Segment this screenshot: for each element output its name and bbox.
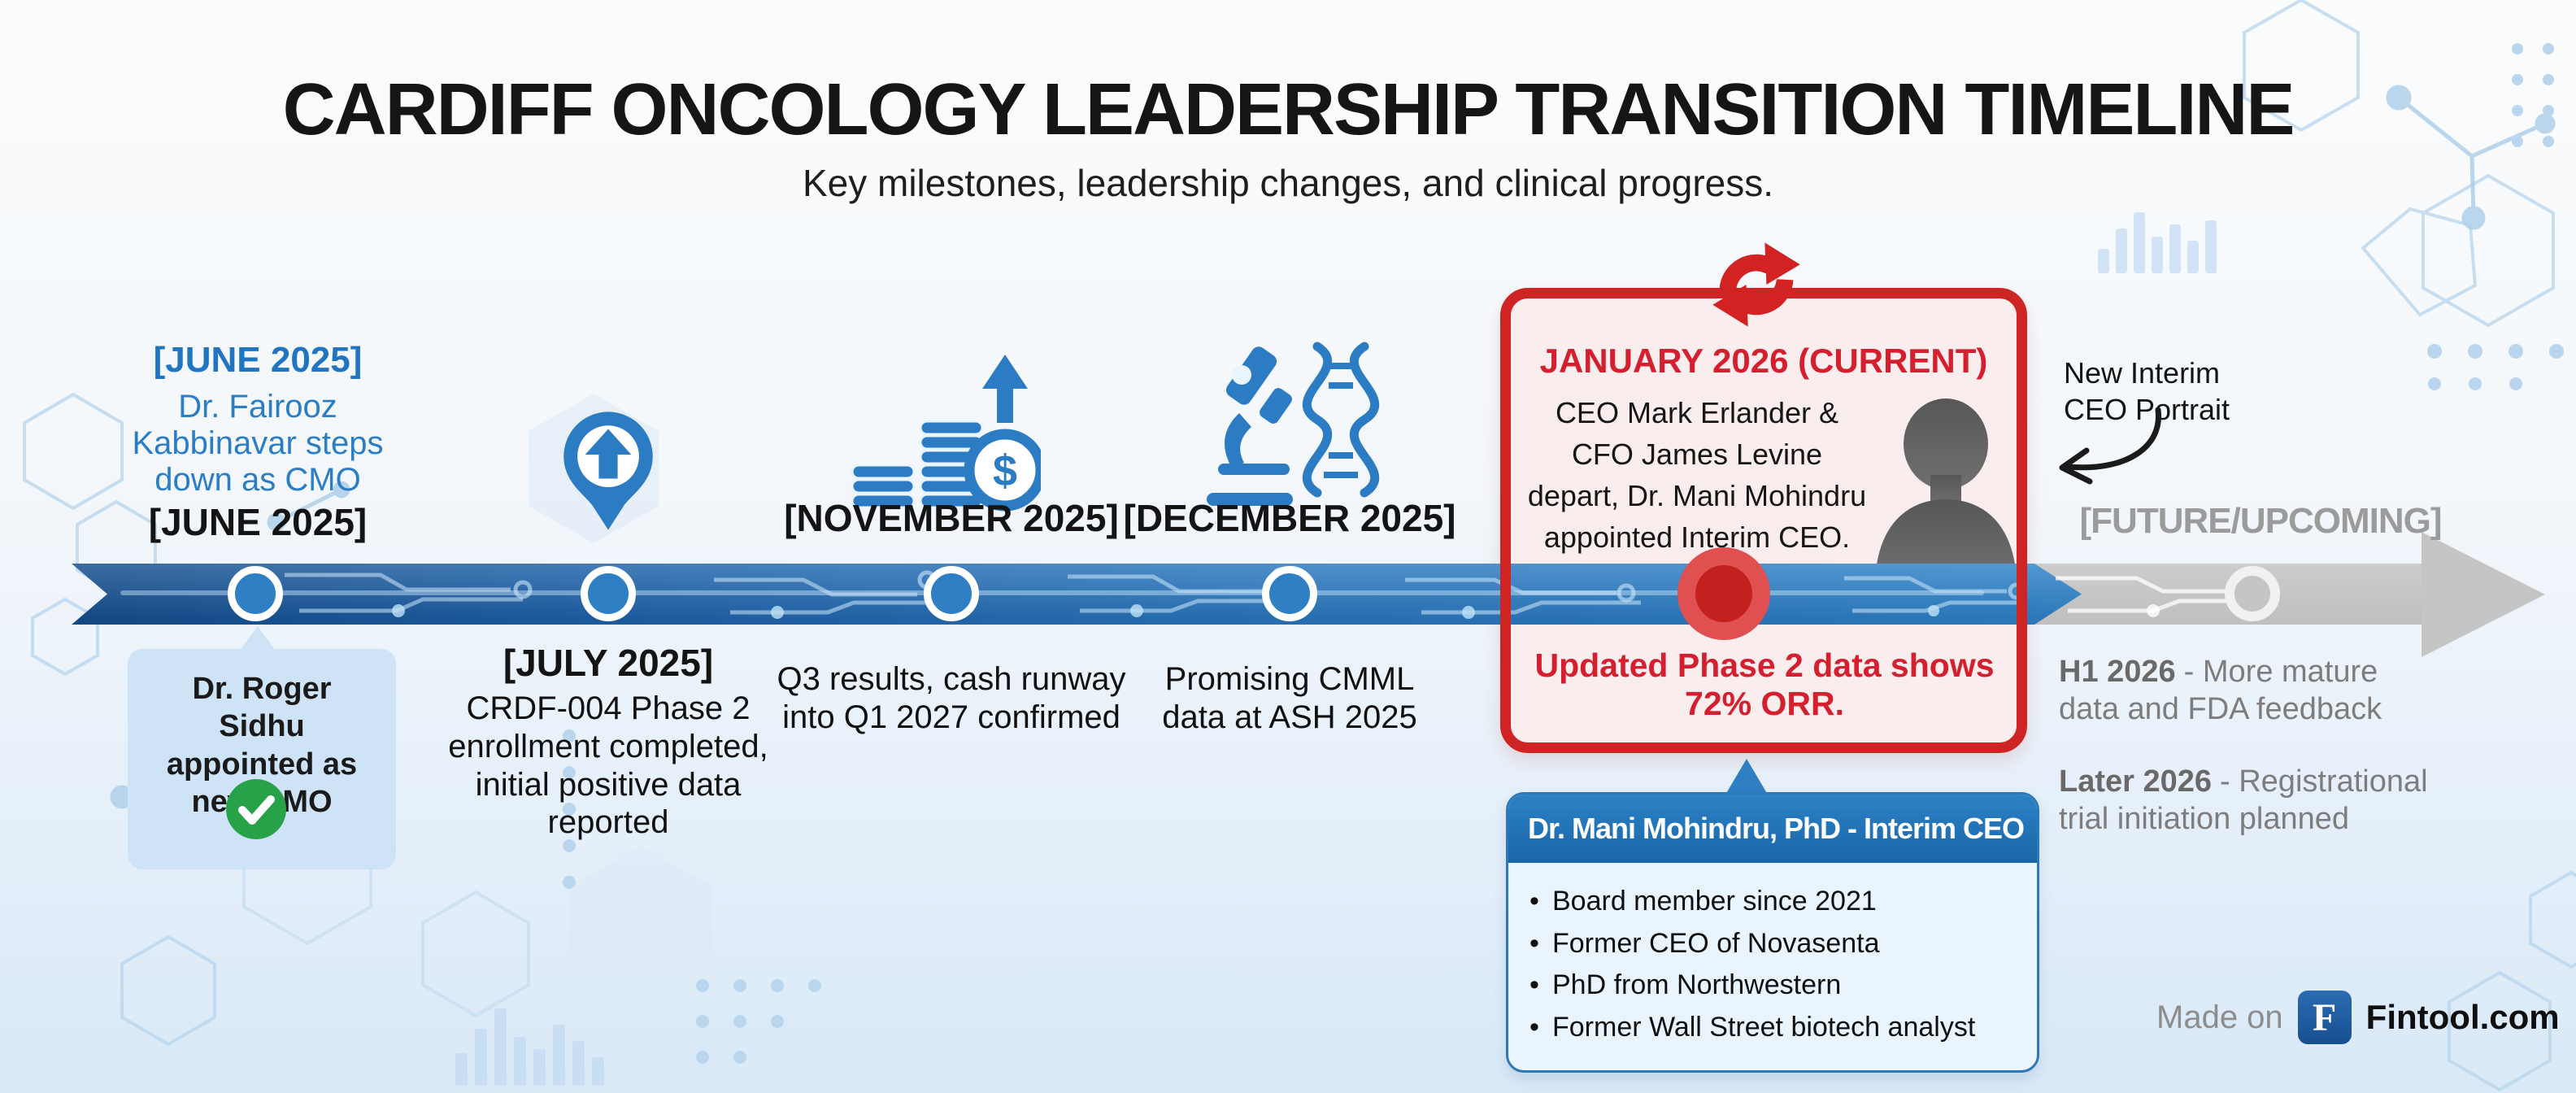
made-on-label: Made on bbox=[2156, 999, 2283, 1035]
timeline-node-november bbox=[924, 566, 979, 621]
portrait-annotation: New Interim CEO Portrait bbox=[2064, 356, 2230, 426]
event-june-note-label: [JUNE 2025] bbox=[153, 340, 363, 380]
timeline-node-december bbox=[1262, 566, 1317, 621]
event-november-text: Q3 results, cash runway into Q1 2027 con… bbox=[777, 661, 1126, 735]
microscope-dna-icon bbox=[1207, 342, 1380, 506]
timeline-node-july bbox=[581, 566, 636, 621]
future-item-later-2026: Later 2026- Registrational trial initiat… bbox=[2059, 763, 2469, 838]
event-july-label: [JULY 2025] bbox=[503, 642, 714, 684]
event-june-note-text: Dr. Fairooz Kabbinavar steps down as CMO bbox=[132, 389, 384, 498]
ceo-card: Dr. Mani Mohindru, PhD - Interim CEO Boa… bbox=[1506, 792, 2039, 1073]
bar-chart-decor-left bbox=[455, 1008, 604, 1086]
event-july-text: CRDF-004 Phase 2 enrollment completed, i… bbox=[448, 690, 768, 841]
future-item-text: - Registrational trial initiation planne… bbox=[2059, 764, 2428, 837]
coins-growth-icon: $ bbox=[851, 355, 1041, 512]
future-item-h1-2026: H1 2026- More mature data and FDA feedba… bbox=[2059, 653, 2408, 729]
svg-text:$: $ bbox=[993, 446, 1017, 495]
ceo-card-bullet: PhD from Northwestern bbox=[1516, 965, 2021, 1007]
timeline-node-current-core bbox=[1695, 565, 1752, 622]
event-june-label: [JUNE 2025] bbox=[148, 501, 368, 543]
refresh-icon bbox=[1712, 242, 1800, 327]
curved-arrow-icon bbox=[2059, 407, 2161, 485]
footer: Made on F Fintool.com bbox=[2156, 991, 2560, 1044]
timeline-arrowhead-icon bbox=[2422, 532, 2545, 657]
future-item-date: Later 2026 bbox=[2059, 764, 2213, 799]
page-subtitle: Key milestones, leadership changes, and … bbox=[802, 162, 1774, 204]
fintool-logo: F bbox=[2297, 991, 2352, 1044]
current-event-text: CEO Mark Erlander & CFO James Levine dep… bbox=[1527, 396, 1867, 555]
pin-up-arrow-icon bbox=[564, 412, 653, 530]
tooltip-pointer bbox=[240, 626, 276, 651]
future-section-label: [FUTURE/UPCOMING] bbox=[2079, 501, 2443, 541]
timeline-node-future bbox=[2225, 566, 2280, 621]
ceo-card-bullet-list: Board member since 2021 Former CEO of No… bbox=[1516, 881, 2021, 1049]
bar-chart-decor-right bbox=[2098, 212, 2217, 273]
ceo-card-bullet: Board member since 2021 bbox=[1516, 881, 2021, 923]
current-event-heading: JANUARY 2026 (CURRENT) bbox=[1539, 342, 1988, 380]
ceo-card-header: Dr. Mani Mohindru, PhD - Interim CEO bbox=[1508, 795, 2037, 863]
future-item-date: H1 2026 bbox=[2059, 655, 2176, 689]
timeline-band bbox=[72, 564, 2082, 625]
event-june-note: [JUNE 2025] Dr. Fairooz Kabbinavar steps… bbox=[79, 340, 437, 498]
timeline-node-june bbox=[228, 566, 283, 621]
ceo-card-bullet: Former CEO of Novasenta bbox=[1516, 923, 2021, 965]
ceo-card-pointer bbox=[1725, 759, 1768, 795]
event-december-text: Promising CMML data at ASH 2025 bbox=[1162, 661, 1417, 735]
ceo-card-bullet: Former Wall Street biotech analyst bbox=[1516, 1007, 2021, 1049]
event-december-label: [DECEMBER 2025] bbox=[1123, 497, 1456, 539]
future-item-text: - More mature data and FDA feedback bbox=[2059, 655, 2382, 727]
person-silhouette bbox=[1875, 398, 2017, 579]
timeline-node-current bbox=[1677, 547, 1770, 640]
check-icon bbox=[226, 779, 286, 839]
current-event-highlight: Updated Phase 2 data shows 72% ORR. bbox=[1534, 647, 1995, 723]
page-title: CARDIFF ONCOLOGY LEADERSHIP TRANSITION T… bbox=[282, 69, 2295, 150]
event-november-label: [NOVEMBER 2025] bbox=[784, 497, 1119, 539]
brand-name: Fintool.com bbox=[2365, 998, 2560, 1036]
